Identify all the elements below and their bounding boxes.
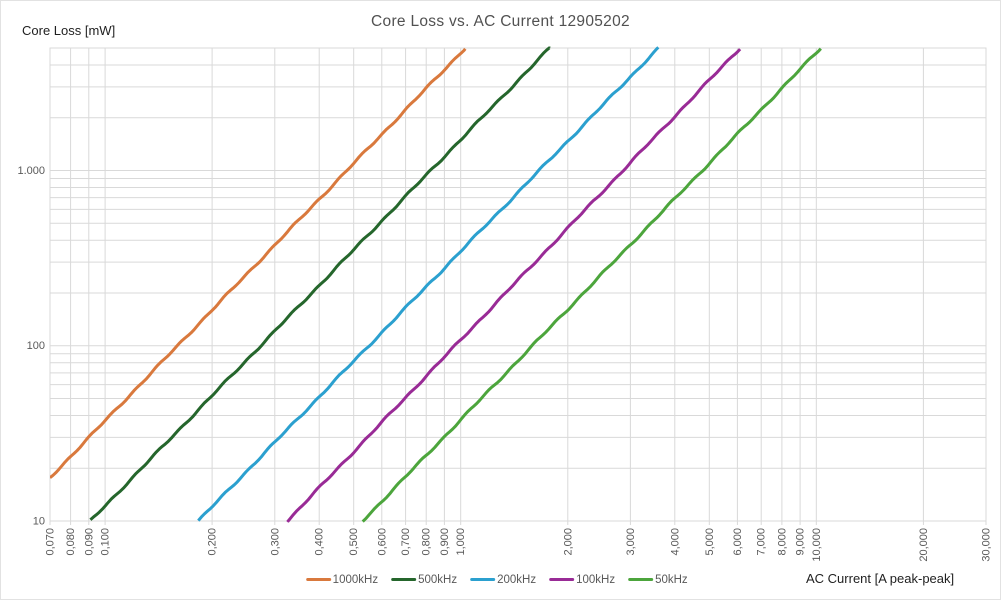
legend-item-200kHz: 200kHz <box>470 574 536 586</box>
legend-label: 500kHz <box>418 573 458 586</box>
x-tick-label: 0,080 <box>65 528 77 556</box>
plot-border <box>49 47 987 522</box>
x-axis-title: AC Current [A peak-peak] <box>806 571 955 586</box>
series-line-500kHz <box>89 46 551 521</box>
x-tick-label: 30,000 <box>981 528 993 562</box>
x-tick-label: 6,000 <box>732 528 744 556</box>
legend-label: 50kHz <box>655 573 688 586</box>
x-tick-label: 1,000 <box>455 528 467 556</box>
x-tick-label: 0,700 <box>400 528 412 556</box>
x-tick-label: 0,600 <box>376 528 388 556</box>
y-tick-label: 100 <box>27 340 45 352</box>
x-tick-label: 0,200 <box>207 528 219 556</box>
legend-item-100kHz: 100kHz <box>549 574 615 586</box>
legend-item-50kHz: 50kHz <box>628 574 688 586</box>
x-tick-label: 0,090 <box>83 528 95 556</box>
legend-label: 100kHz <box>576 573 616 586</box>
x-tick-label: 8,000 <box>776 528 788 556</box>
x-tick-label: 2,000 <box>562 528 574 556</box>
y-axis-title: Core Loss [mW] <box>22 23 116 38</box>
x-tick-label: 0,100 <box>100 528 112 556</box>
legend: 1000kHz 500kHz 200kHz 100kHz 50kHz <box>305 572 688 587</box>
x-tick-label: 10,000 <box>811 528 823 562</box>
x-tick-label: 0,400 <box>314 528 326 556</box>
x-tick-label: 9,000 <box>795 528 807 556</box>
series-line-100kHz <box>286 48 742 523</box>
x-tick-label: 0,500 <box>348 528 360 556</box>
legend-item-500kHz: 500kHz <box>391 574 457 586</box>
x-tick-label: 0,070 <box>45 528 57 556</box>
series-line-50kHz <box>361 47 822 523</box>
series-line-1000kHz <box>50 47 467 479</box>
y-tick-label: 1.000 <box>17 165 45 177</box>
x-tick-label: 20,000 <box>918 528 930 562</box>
x-tick-label: 0,300 <box>269 528 281 556</box>
x-tick-label: 5,000 <box>704 528 716 556</box>
x-tick-label: 0,800 <box>421 528 433 556</box>
legend-swatch-500kHz <box>391 578 417 581</box>
series-line-200kHz <box>197 46 660 522</box>
chart-title: Core Loss vs. AC Current 12905202 <box>371 13 630 30</box>
x-tick-label: 4,000 <box>669 528 681 556</box>
legend-item-1000kHz: 1000kHz <box>305 573 379 586</box>
x-tick-label: 7,000 <box>756 528 768 556</box>
legend-swatch-100kHz <box>549 578 575 581</box>
legend-label: 200kHz <box>497 573 537 586</box>
legend-label: 1000kHz <box>332 573 379 586</box>
legend-swatch-1000kHz <box>305 578 331 581</box>
x-tick-label: 3,000 <box>625 528 637 556</box>
legend-swatch-200kHz <box>470 578 496 581</box>
legend-swatch-50kHz <box>628 578 654 581</box>
y-tick-label: 10 <box>33 516 45 528</box>
x-tick-label: 0,900 <box>439 528 451 556</box>
